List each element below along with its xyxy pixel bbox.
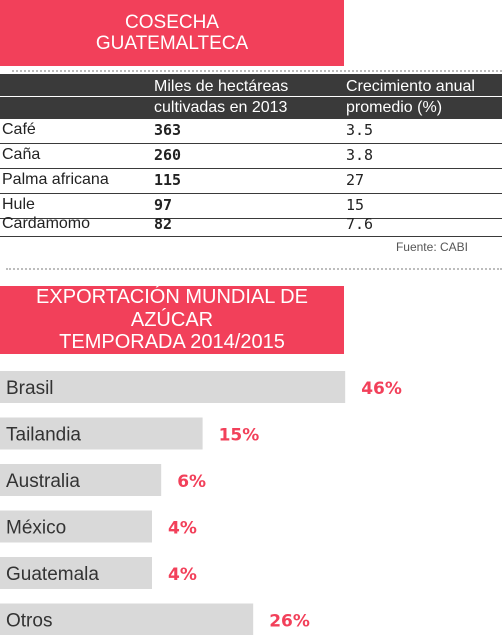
column-header-growth-line-2: promedio (%) bbox=[346, 99, 443, 116]
export-title-line-2: TEMPORADA 2014/2015 bbox=[59, 331, 285, 354]
crop-name: Palma africana bbox=[2, 171, 109, 188]
crop-hectares: 260 bbox=[154, 146, 182, 164]
dotted-divider-middle bbox=[6, 268, 502, 270]
crop-hectares: 363 bbox=[154, 121, 182, 139]
crop-hectares: 115 bbox=[154, 171, 182, 189]
export-title-banner: EXPORTACIÓN MUNDIAL DE AZÚCAR TEMPORADA … bbox=[0, 286, 344, 354]
bar-category-label: Tailandia bbox=[6, 425, 81, 446]
bar-value-label: 26% bbox=[269, 612, 310, 632]
bar-value-label: 15% bbox=[219, 426, 260, 446]
crop-hectares: 82 bbox=[154, 215, 173, 233]
bar-value-label: 4% bbox=[168, 519, 197, 539]
bar-category-label: México bbox=[6, 518, 66, 539]
crop-growth: 3.5 bbox=[346, 121, 374, 139]
bar-category-label: Australia bbox=[6, 471, 80, 492]
table-bottom-rule bbox=[0, 236, 502, 237]
bar-australia bbox=[0, 464, 162, 496]
source-note: Fuente: CABI bbox=[395, 240, 468, 254]
crop-hectares: 97 bbox=[154, 196, 173, 214]
export-title-line-1: EXPORTACIÓN MUNDIAL DE AZÚCAR bbox=[36, 286, 308, 331]
column-header-growth: Crecimiento anual promedio (%) bbox=[346, 76, 475, 118]
harvest-title-line-2: GUATEMALTECA bbox=[95, 33, 249, 54]
table-row: Cardamomo 82 7.6 bbox=[0, 213, 502, 237]
harvest-title-line-1: COSECHA bbox=[125, 11, 219, 33]
crop-name: Hule bbox=[2, 196, 35, 213]
crop-growth: 3.8 bbox=[346, 146, 374, 164]
crop-growth: 7.6 bbox=[346, 215, 374, 233]
column-header-hectares-line-1: Miles de hectáreas bbox=[154, 78, 289, 95]
bar-category-label: Brasil bbox=[6, 378, 54, 399]
crop-growth: 27 bbox=[346, 171, 365, 189]
crop-name: Café bbox=[2, 121, 36, 138]
bar-otros bbox=[0, 603, 254, 635]
table-row: Caña 260 3.8 bbox=[0, 144, 502, 169]
crop-name: Cardamomo bbox=[2, 215, 91, 232]
column-header-growth-line-1: Crecimiento anual bbox=[346, 78, 475, 95]
harvest-title-banner: COSECHA GUATEMALTECA bbox=[0, 0, 344, 66]
table-row: Palma africana 115 27 bbox=[0, 169, 502, 194]
column-header-hectares: Miles de hectáreas cultivadas en 2013 bbox=[154, 76, 288, 118]
bar-category-label: Guatemala bbox=[6, 564, 99, 585]
bar-brasil bbox=[0, 371, 346, 403]
table-row: Café 363 3.5 bbox=[0, 119, 502, 144]
bar-value-label: 46% bbox=[361, 379, 402, 399]
dotted-divider-top bbox=[12, 70, 502, 72]
table-header-row bbox=[0, 74, 502, 119]
table-row: Hule 97 15 bbox=[0, 194, 502, 219]
bar-value-label: 6% bbox=[177, 472, 206, 492]
bar-guatemala bbox=[0, 557, 152, 589]
crop-name: Caña bbox=[2, 146, 41, 163]
crop-growth: 15 bbox=[346, 196, 365, 214]
bar-tailandia bbox=[0, 417, 203, 450]
bar-category-label: Otros bbox=[6, 611, 52, 632]
bar-value-label: 4% bbox=[168, 565, 197, 585]
column-header-hectares-line-2: cultivadas en 2013 bbox=[154, 99, 288, 116]
bar-méxico bbox=[0, 510, 152, 543]
